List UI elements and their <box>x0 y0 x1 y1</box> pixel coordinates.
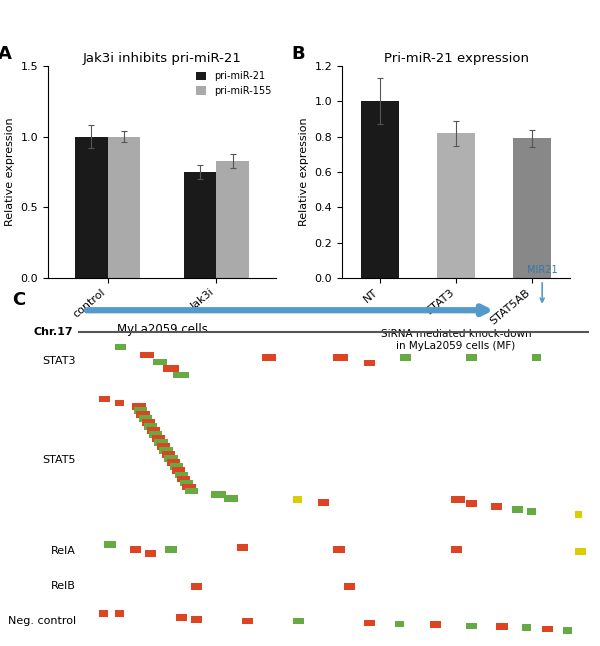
Text: Neg. control: Neg. control <box>8 616 76 626</box>
Bar <box>191 583 202 590</box>
Text: STAT3: STAT3 <box>43 356 76 366</box>
Bar <box>400 355 411 361</box>
Text: MIR21: MIR21 <box>527 265 557 275</box>
Bar <box>318 499 329 506</box>
Bar <box>491 503 502 510</box>
Legend: pri-miR-21, pri-miR-155: pri-miR-21, pri-miR-155 <box>196 71 271 96</box>
Bar <box>466 501 477 507</box>
Bar <box>139 415 152 422</box>
Text: C: C <box>12 291 25 309</box>
X-axis label: MyLa2059 cells: MyLa2059 cells <box>116 323 208 336</box>
Bar <box>140 351 154 358</box>
Bar <box>130 547 141 553</box>
Bar <box>466 623 477 629</box>
Bar <box>157 443 170 450</box>
Text: RelA: RelA <box>51 547 76 556</box>
Bar <box>466 355 477 361</box>
Bar <box>364 620 375 627</box>
Bar <box>575 548 586 555</box>
Bar <box>164 455 178 462</box>
Title: Jak3i inhibits pri-miR-21: Jak3i inhibits pri-miR-21 <box>83 52 241 65</box>
Bar <box>224 495 238 502</box>
Bar <box>163 365 179 371</box>
Bar <box>430 621 442 629</box>
Text: STAT5: STAT5 <box>43 455 76 465</box>
Bar <box>242 618 253 625</box>
Bar <box>149 431 163 438</box>
Text: Chr.17: Chr.17 <box>34 327 73 337</box>
Bar <box>133 403 146 410</box>
Bar <box>75 137 108 278</box>
Bar <box>334 547 344 553</box>
Bar <box>451 496 465 503</box>
Bar <box>364 360 375 366</box>
Bar <box>522 625 531 631</box>
Bar <box>237 545 248 551</box>
Bar <box>532 355 541 361</box>
Bar <box>575 511 582 518</box>
Text: A: A <box>0 45 12 63</box>
Bar <box>166 547 176 553</box>
Bar <box>563 627 572 634</box>
Bar <box>99 610 109 617</box>
Bar <box>395 621 404 627</box>
Bar <box>154 439 167 446</box>
X-axis label: SiRNA mediated knock-down
in MyLa2059 cells (MF): SiRNA mediated knock-down in MyLa2059 ce… <box>380 329 532 351</box>
Text: B: B <box>292 45 305 63</box>
Bar <box>184 172 216 278</box>
Bar <box>293 496 302 503</box>
Bar <box>99 395 110 402</box>
Bar <box>177 475 190 483</box>
Bar <box>146 427 160 434</box>
Bar <box>185 488 198 494</box>
Bar <box>175 472 188 478</box>
Bar <box>344 583 355 590</box>
Bar <box>437 133 475 278</box>
Bar <box>145 550 157 557</box>
Bar <box>170 463 183 470</box>
Y-axis label: Relative expression: Relative expression <box>299 118 309 226</box>
Bar <box>136 411 149 418</box>
Bar <box>115 400 124 406</box>
Bar <box>211 491 226 497</box>
Bar <box>191 616 202 623</box>
Bar <box>108 137 140 278</box>
Bar <box>293 618 304 625</box>
Bar <box>160 447 173 454</box>
Bar <box>176 614 187 621</box>
Title: Pri-miR-21 expression: Pri-miR-21 expression <box>383 52 529 65</box>
Bar <box>496 623 508 630</box>
Bar <box>334 355 348 361</box>
Bar <box>115 610 124 617</box>
Bar <box>134 407 147 413</box>
Bar <box>144 423 157 430</box>
Bar <box>153 359 167 365</box>
Bar <box>361 101 399 278</box>
Bar <box>527 508 536 516</box>
Bar <box>542 625 553 632</box>
Bar <box>142 419 155 426</box>
Text: RelB: RelB <box>51 581 76 591</box>
Y-axis label: Relative expression: Relative expression <box>5 118 15 226</box>
Bar <box>216 161 249 278</box>
Bar <box>172 468 185 474</box>
Bar <box>512 506 523 512</box>
Bar <box>262 355 277 361</box>
Bar <box>104 541 116 548</box>
Bar <box>182 484 196 490</box>
Bar <box>513 138 551 278</box>
Bar <box>173 371 190 378</box>
Bar <box>152 435 165 442</box>
Bar <box>167 459 180 466</box>
Bar <box>162 452 175 458</box>
Bar <box>451 547 462 553</box>
Bar <box>180 479 193 486</box>
Bar <box>115 344 126 350</box>
